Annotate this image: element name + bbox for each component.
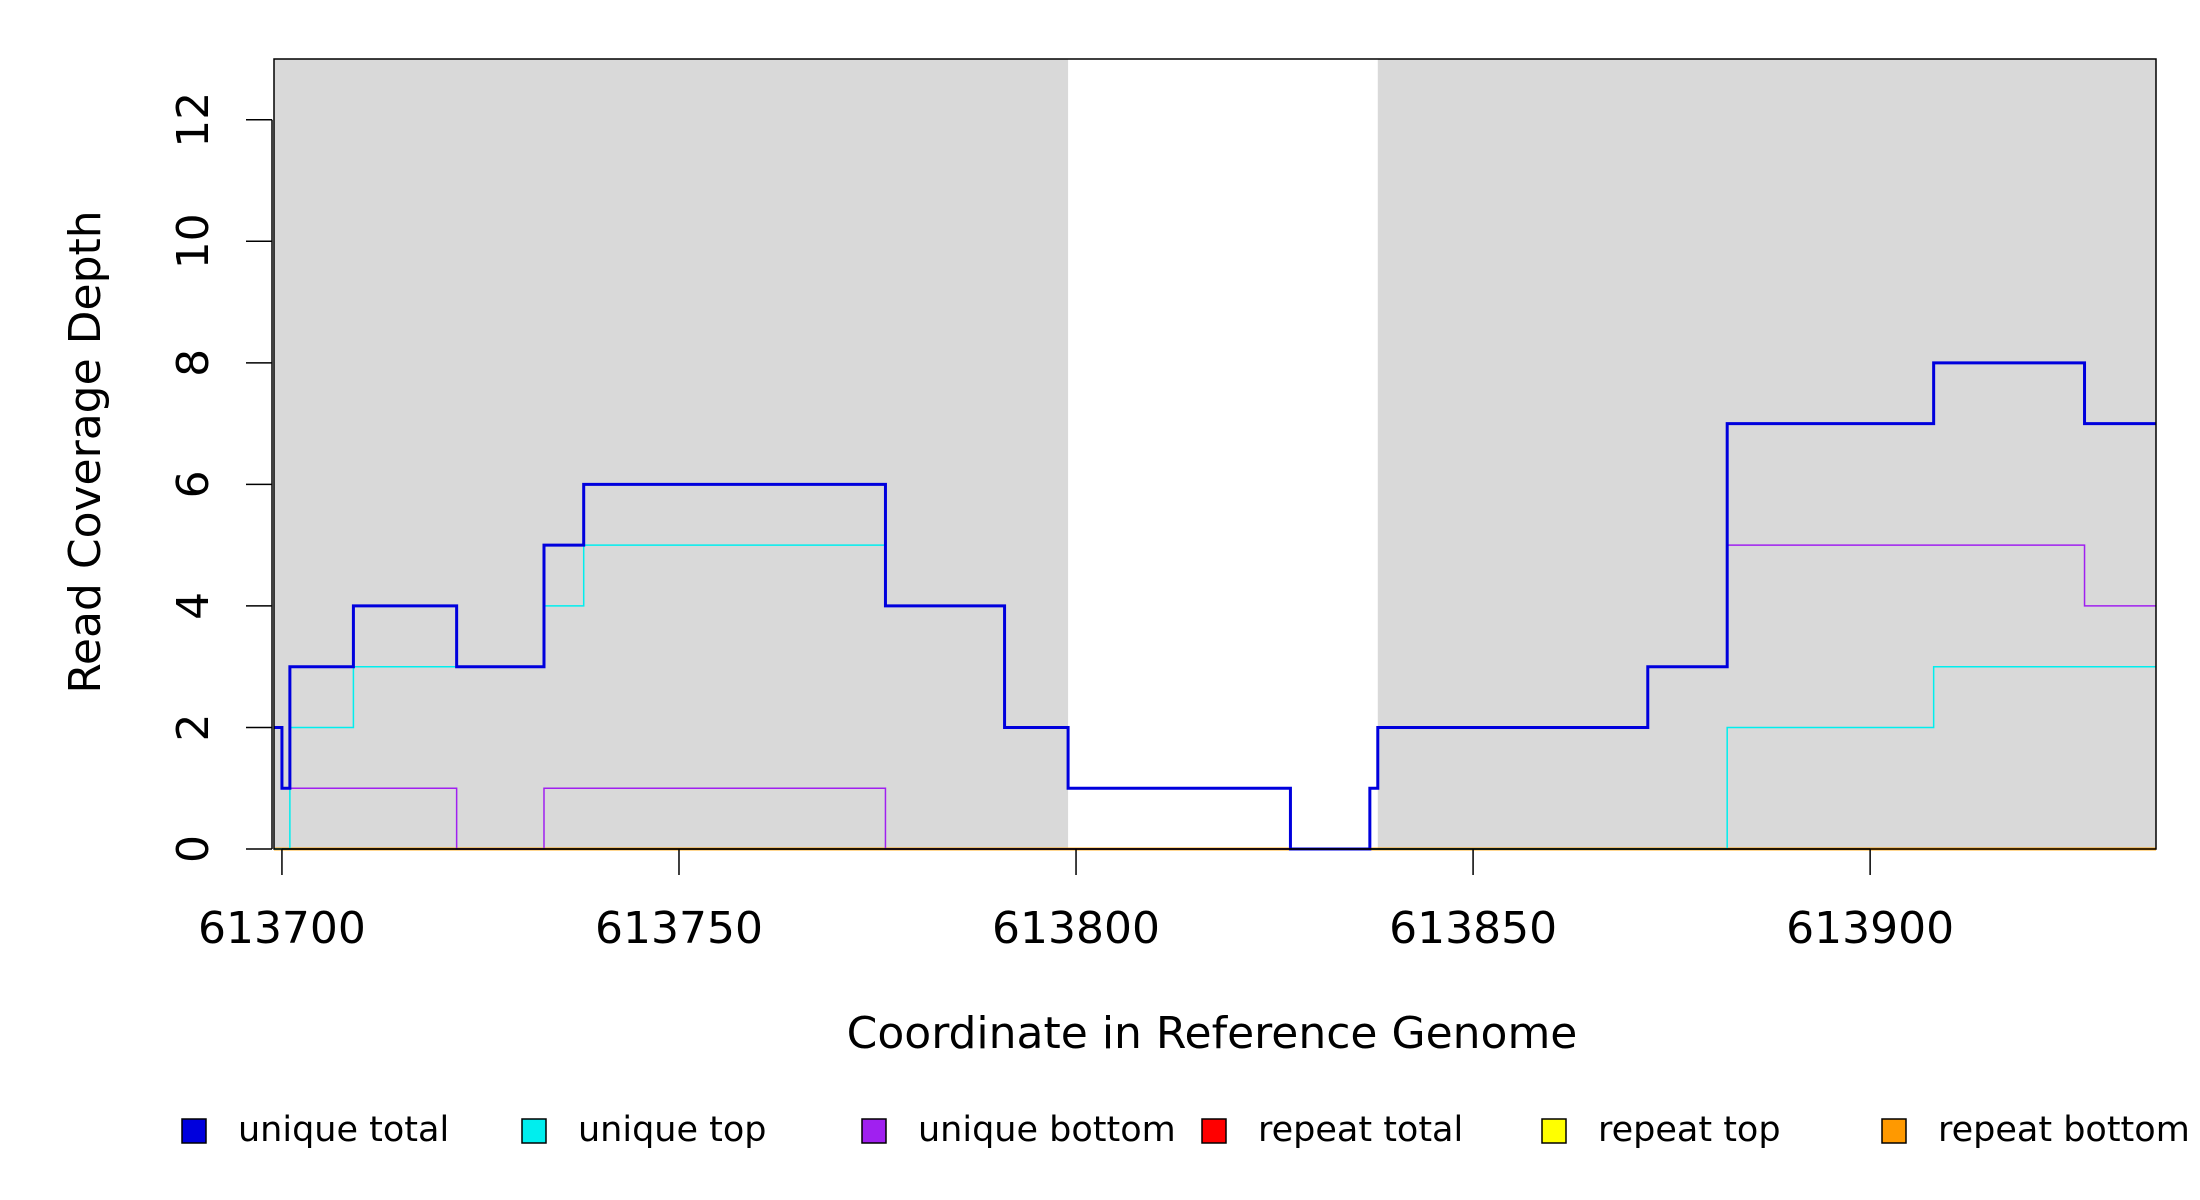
y-tick-label: 8 [168,349,219,377]
x-axis-label: Coordinate in Reference Genome [847,1008,1578,1059]
legend-item-unique-bottom: unique bottom [861,1110,1176,1150]
y-tick-label: 10 [168,213,219,269]
legend-swatch [181,1118,207,1144]
legend-item-repeat-bottom: repeat bottom [1881,1110,2190,1150]
x-tick-label: 613750 [595,903,763,954]
legend-swatch [521,1118,547,1144]
x-axis: 613700 613750 613800 613850 613900 [198,848,1954,954]
legend-swatch [1881,1118,1907,1144]
x-tick-label: 613800 [992,903,1160,954]
legend-swatch [861,1118,887,1144]
x-tick-label: 613700 [198,903,366,954]
legend-label: repeat bottom [1938,1110,2190,1150]
legend-item-repeat-top: repeat top [1541,1110,1781,1150]
y-tick-label: 0 [168,835,219,863]
legend-item-unique-total: unique total [181,1110,449,1150]
shaded-region-1 [1377,59,2156,849]
legend-swatch [1201,1118,1227,1144]
y-tick-label: 12 [168,92,219,148]
y-tick-label: 6 [168,470,219,498]
shaded-region-0 [274,59,1069,849]
legend-label: unique total [238,1110,449,1150]
legend-item-unique-top: unique top [521,1110,767,1150]
x-tick-label: 613850 [1389,903,1557,954]
series-line-unique-total [274,361,2156,851]
y-tick-label: 2 [168,713,219,741]
shaded-regions [274,59,2156,849]
legend-label: repeat total [1258,1110,1463,1150]
legend-label: unique top [578,1110,767,1150]
legend-label: unique bottom [918,1110,1176,1150]
y-axis-label: Read Coverage Depth [60,210,111,693]
y-axis: 0 2 4 6 8 10 12 [168,92,273,863]
legend-item-repeat-total: repeat total [1201,1110,1463,1150]
legend-label: repeat top [1598,1110,1781,1150]
legend: unique total unique top unique bottom repea… [181,1110,2190,1150]
y-tick-label: 4 [168,592,219,620]
legend-swatch [1541,1118,1567,1144]
x-tick-label: 613900 [1786,903,1954,954]
